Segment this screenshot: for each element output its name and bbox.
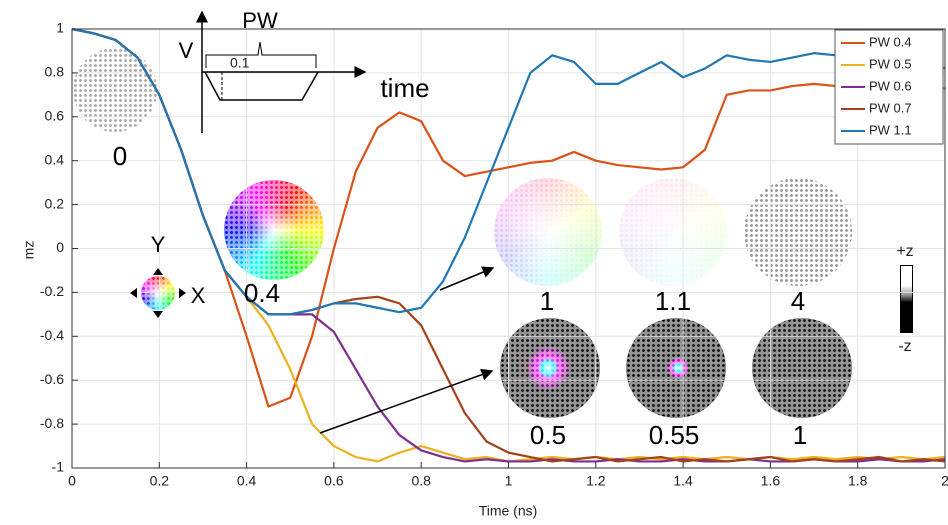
y-tick-label: -0.8 bbox=[40, 415, 64, 431]
axes-icon-label: X bbox=[191, 283, 206, 308]
y-tick-label: 0 bbox=[56, 239, 64, 255]
pulse-shape bbox=[204, 71, 319, 101]
y-tick-label: -1 bbox=[52, 459, 65, 475]
snapshot-0.55 bbox=[626, 318, 726, 418]
arrow bbox=[439, 266, 495, 291]
x-tick-label: 1 bbox=[505, 473, 513, 489]
pw-label: PW bbox=[242, 8, 278, 33]
snapshot-0.4 bbox=[224, 180, 324, 280]
legend-label: PW 0.7 bbox=[869, 100, 912, 115]
snapshot-4 bbox=[744, 178, 852, 286]
snapshot-label: 0.55 bbox=[649, 420, 700, 450]
x-tick-label: 0.4 bbox=[237, 473, 257, 489]
y-tick-label: 0.2 bbox=[45, 195, 65, 211]
snapshot-label: 1 bbox=[793, 420, 807, 450]
legend-label: PW 1.1 bbox=[869, 122, 912, 137]
legend-label: PW 0.6 bbox=[869, 78, 912, 93]
snapshot-0.5 bbox=[500, 318, 600, 418]
snapshot-label: 4 bbox=[791, 286, 805, 316]
x-tick-label: 2 bbox=[941, 473, 948, 489]
series-line bbox=[71, 27, 946, 316]
snapshot-1b bbox=[752, 318, 852, 418]
x-tick-label: 1.2 bbox=[586, 473, 606, 489]
snapshot-label: 0.5 bbox=[530, 420, 566, 450]
axes-icon-arrows bbox=[130, 268, 186, 318]
plot-frame bbox=[71, 28, 946, 469]
x-tick-label: 1.8 bbox=[848, 473, 868, 489]
snapshot-label: 1 bbox=[540, 286, 554, 316]
x-tick-label: 0 bbox=[68, 473, 76, 489]
x-tick-label: 1.6 bbox=[761, 473, 781, 489]
x-tick-label: 0.2 bbox=[150, 473, 170, 489]
offset-label: 0.1 bbox=[230, 55, 250, 71]
v-label: V bbox=[179, 38, 194, 63]
snapshot-label: 1.1 bbox=[655, 286, 691, 316]
x-tick-label: 0.6 bbox=[324, 473, 344, 489]
snapshot-1.1 bbox=[619, 178, 727, 286]
pw-bracket bbox=[205, 41, 317, 68]
y-tick-label: -0.6 bbox=[40, 371, 64, 387]
y-tick-label: 0.4 bbox=[45, 151, 65, 167]
axes-icon-label: Y bbox=[151, 232, 166, 257]
legend-label: PW 0.4 bbox=[869, 34, 912, 49]
snapshot-1a bbox=[494, 178, 602, 286]
y-axis-label: mz bbox=[21, 241, 37, 260]
x-tick-label: 1.4 bbox=[673, 473, 693, 489]
y-tick-label: -0.4 bbox=[40, 327, 64, 343]
time-label: time bbox=[380, 73, 429, 103]
snapshot-0 bbox=[73, 48, 157, 132]
snapshot-label: 0 bbox=[113, 141, 127, 171]
colorbar bbox=[900, 265, 913, 333]
colorbar-label: +z bbox=[896, 243, 913, 260]
arrow bbox=[319, 368, 494, 434]
y-tick-label: 0.8 bbox=[45, 64, 65, 80]
axes-icon-circle bbox=[141, 276, 175, 310]
y-tick-label: 0.6 bbox=[45, 108, 65, 124]
y-tick-label: -0.2 bbox=[40, 283, 64, 299]
x-axis-label: Time (ns) bbox=[479, 503, 538, 519]
snapshot-label: 0.4 bbox=[244, 278, 280, 308]
y-tick-label: 1 bbox=[56, 20, 64, 36]
legend-label: PW 0.5 bbox=[869, 56, 912, 71]
colorbar-label: -z bbox=[898, 338, 911, 355]
x-tick-label: 0.8 bbox=[411, 473, 431, 489]
